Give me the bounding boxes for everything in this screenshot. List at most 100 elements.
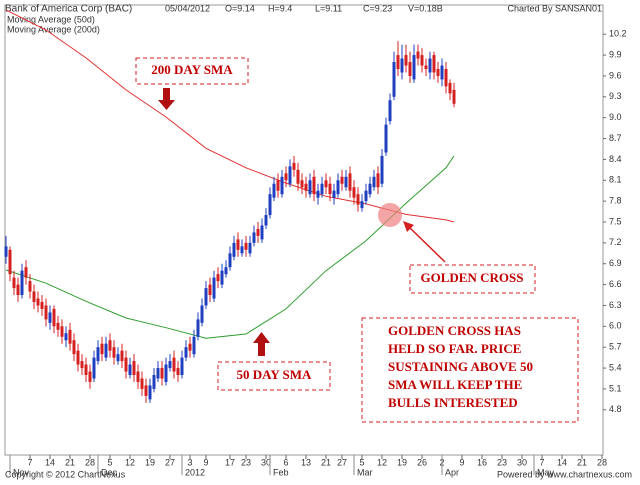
y-tick-label: 4.8 [609, 404, 622, 414]
candle-body [348, 173, 352, 191]
month-label: Apr [445, 467, 459, 477]
candle-body [340, 176, 344, 184]
powered-by: Powered by www.chartnexus.com [497, 469, 632, 479]
candle-body [140, 378, 144, 389]
quote-item: H=9.4 [268, 3, 292, 13]
y-tick-label: 6.0 [609, 321, 622, 331]
candle-body [156, 368, 160, 379]
plot-frame [4, 4, 604, 456]
candle-body [420, 55, 424, 66]
candle-body [232, 242, 236, 257]
candle-body [432, 55, 436, 73]
y-tick-label: 5.1 [609, 383, 622, 393]
candle-body [208, 284, 212, 296]
candle-body [424, 65, 428, 69]
candle-body [28, 281, 32, 292]
candle-body [304, 183, 308, 191]
x-tick-label: 23 [241, 457, 251, 467]
annotation: GOLDEN CROSS [421, 270, 524, 285]
candle-body [160, 368, 164, 379]
candle-body [328, 183, 332, 195]
candle-body [96, 347, 100, 362]
annotation-box [361, 317, 579, 423]
candle-body [428, 58, 432, 73]
candle-body [52, 308, 56, 327]
candle-body [204, 288, 208, 306]
x-tick-label: 16 [477, 457, 487, 467]
x-tick-label: 23 [497, 457, 507, 467]
candle-body [244, 242, 248, 250]
x-tick-label: 27 [165, 457, 175, 467]
cross-marker [378, 203, 402, 227]
candle-body [300, 180, 304, 188]
candle-body [176, 368, 180, 376]
x-tick-label: 9 [459, 457, 464, 467]
candle-body [72, 340, 76, 355]
candle-body [108, 340, 112, 351]
arrow-head [403, 221, 414, 232]
note-line: SMA WILL KEEP THE [388, 377, 522, 392]
candle-body [324, 180, 328, 188]
candle-body [128, 364, 132, 376]
copyright: Copyright © 2012 ChartNexus [5, 469, 126, 479]
candle-body [36, 298, 40, 306]
candle-body [392, 62, 396, 97]
x-tick-label: 21 [65, 457, 75, 467]
x-tick-label: 5 [107, 457, 112, 467]
quote-item: C=9.23 [363, 3, 392, 13]
legend-entry: Moving Average (200d) [7, 24, 100, 34]
x-tick-label: 14 [45, 457, 55, 467]
candle-body [320, 183, 324, 195]
candle-body [220, 270, 224, 285]
y-tick-label: 6.3 [609, 300, 622, 310]
candle-body [200, 305, 204, 323]
note-line: GOLDEN CROSS HAS [388, 323, 521, 338]
candle-body [192, 336, 196, 355]
candle-body [412, 55, 416, 80]
candle-body [276, 180, 280, 191]
note-line: SUSTAINING ABOVE 50 [388, 359, 533, 374]
candle-body [396, 55, 400, 69]
candle-body [24, 267, 28, 278]
credit: Charted By SANSAN01 [507, 3, 602, 13]
arrow-shaft [163, 88, 170, 100]
candle-body [64, 333, 68, 341]
x-tick-label: 27 [337, 457, 347, 467]
y-tick-label: 5.4 [609, 362, 622, 372]
arrow-line [407, 225, 446, 263]
x-tick-label: 7 [539, 457, 544, 467]
candle-body [116, 354, 120, 362]
candle-body [288, 166, 292, 184]
x-tick-label: 12 [125, 457, 135, 467]
candle-body [8, 249, 12, 275]
candle-body [404, 55, 408, 66]
x-tick-label: 17 [225, 457, 235, 467]
candle-body [364, 190, 368, 202]
x-tick-label: 9 [203, 457, 208, 467]
candle-body [452, 89, 456, 104]
candle-body [60, 326, 64, 337]
candle-body [76, 350, 80, 365]
candle-body [228, 253, 232, 268]
month-label: 2012 [185, 467, 205, 477]
candle-body [236, 239, 240, 250]
annotation-box [217, 361, 331, 391]
note-line: BULLS INTERESTED [388, 395, 518, 410]
candle-body [40, 301, 44, 309]
candle-body [268, 194, 272, 216]
candle-body [344, 176, 348, 188]
candle-body [436, 68, 440, 76]
candle-body [84, 364, 88, 376]
candle-body [196, 319, 200, 337]
candle-body [416, 51, 420, 59]
y-tick-label: 6.6 [609, 279, 622, 289]
candle-body [112, 347, 116, 358]
quote-item: V=0.18B [408, 3, 443, 13]
candle-body [380, 155, 384, 184]
y-tick-label: 6.9 [609, 258, 622, 268]
y-tick-label: 9.9 [609, 49, 622, 59]
candle-body [104, 343, 108, 358]
candle-body [252, 232, 256, 243]
